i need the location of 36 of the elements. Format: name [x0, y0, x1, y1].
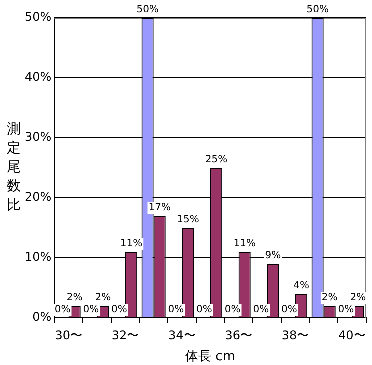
- x-axis-title: 体長 cm: [186, 350, 236, 365]
- data-label: 9%: [265, 250, 282, 262]
- y-tick-label: 20%: [25, 190, 52, 204]
- y-axis-title: 測定尾数比: [7, 122, 21, 214]
- x-tick-label: 40〜: [338, 328, 366, 342]
- y-tick-label: 10%: [25, 250, 52, 264]
- data-label: 2%: [95, 292, 112, 304]
- data-label: 2%: [350, 292, 366, 304]
- data-label: 0%: [83, 304, 100, 316]
- data-label: 0%: [253, 304, 270, 316]
- data-label: 0%: [224, 304, 241, 316]
- data-label: 15%: [177, 214, 200, 226]
- y-tick-label: 50%: [25, 10, 52, 24]
- x-tick-label: 34〜: [168, 328, 196, 342]
- y-tick-label: 30%: [25, 130, 52, 144]
- y-tick-label: 0%: [32, 310, 52, 324]
- data-label: 0%: [112, 304, 128, 316]
- data-label: 0%: [54, 304, 71, 316]
- data-label: 0%: [282, 304, 298, 316]
- data-label: 17%: [148, 202, 171, 214]
- data-label: 0%: [168, 304, 184, 316]
- data-label: 50%: [136, 4, 159, 16]
- x-tick-label: 30〜: [55, 328, 82, 342]
- data-label: 50%: [306, 4, 329, 16]
- data-label: 2%: [66, 292, 83, 304]
- x-tick-label: 38〜: [282, 328, 310, 342]
- y-tick-label: 40%: [25, 70, 52, 84]
- x-tick-label: 36〜: [225, 328, 252, 342]
- x-tick-label: 32〜: [112, 328, 140, 342]
- data-label: 0%: [196, 304, 212, 316]
- data-label: 25%: [205, 154, 228, 166]
- data-label: 0%: [338, 304, 354, 316]
- data-label: 11%: [120, 238, 143, 250]
- data-label: 11%: [234, 238, 256, 250]
- data-label: 2%: [322, 292, 338, 304]
- data-label: 4%: [294, 280, 310, 292]
